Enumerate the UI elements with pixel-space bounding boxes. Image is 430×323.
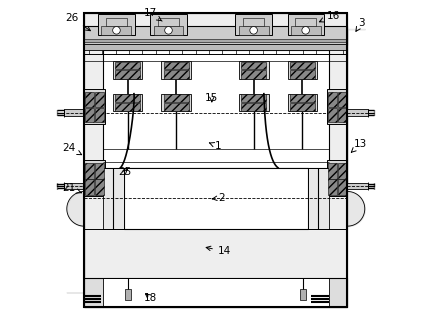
Bar	[239, 94, 269, 111]
Bar	[164, 94, 189, 102]
Bar	[154, 26, 184, 36]
Bar	[64, 183, 84, 189]
Bar	[101, 26, 132, 36]
Text: 15: 15	[205, 93, 218, 103]
Bar	[115, 70, 140, 79]
Bar	[123, 168, 308, 229]
Text: 26: 26	[65, 13, 90, 31]
Bar	[84, 160, 104, 196]
Bar	[328, 91, 337, 107]
Bar	[241, 94, 266, 102]
Bar	[103, 168, 123, 229]
Bar	[290, 62, 315, 69]
Bar	[115, 94, 140, 102]
Circle shape	[165, 26, 172, 34]
Bar	[236, 14, 272, 36]
Bar	[84, 13, 347, 307]
Text: 16: 16	[319, 11, 340, 22]
Bar	[347, 109, 368, 116]
Bar	[164, 70, 189, 79]
Bar	[98, 14, 135, 36]
Bar	[95, 91, 104, 107]
Text: 3: 3	[356, 18, 365, 31]
Bar	[95, 108, 104, 122]
Bar	[327, 160, 347, 196]
Text: 25: 25	[119, 167, 132, 177]
Bar	[125, 289, 132, 300]
Bar	[243, 18, 264, 26]
Bar	[241, 70, 266, 79]
Circle shape	[302, 26, 310, 34]
Bar	[288, 94, 317, 111]
Bar	[239, 26, 269, 36]
Bar	[85, 108, 94, 122]
Bar	[164, 103, 189, 111]
Bar	[103, 49, 329, 168]
Bar	[241, 62, 266, 69]
Circle shape	[113, 26, 120, 34]
Bar	[158, 18, 179, 26]
Bar	[327, 89, 347, 124]
Bar	[84, 26, 347, 45]
Bar	[115, 62, 140, 69]
Bar	[338, 180, 347, 194]
Bar	[288, 61, 317, 79]
Bar	[85, 91, 94, 107]
Bar	[84, 38, 347, 42]
Bar	[295, 18, 316, 26]
Bar	[338, 163, 347, 179]
Text: 2: 2	[212, 193, 224, 203]
Bar	[95, 163, 104, 179]
Bar	[161, 94, 191, 111]
Text: 18: 18	[144, 293, 157, 303]
Bar	[328, 180, 337, 194]
Text: 24: 24	[63, 143, 82, 155]
Bar	[308, 168, 329, 229]
Bar	[64, 109, 84, 116]
Bar	[290, 103, 315, 111]
Text: 1: 1	[209, 141, 221, 151]
Bar	[328, 108, 337, 122]
Bar	[300, 289, 307, 300]
Bar	[115, 103, 140, 111]
Text: 17: 17	[144, 8, 162, 21]
Bar	[84, 278, 347, 307]
Text: 13: 13	[351, 139, 367, 152]
Bar	[241, 103, 266, 111]
Bar	[113, 94, 142, 111]
Bar	[95, 180, 104, 194]
Bar	[161, 61, 191, 79]
Bar	[328, 163, 337, 179]
Text: 14: 14	[206, 246, 231, 256]
Bar	[106, 18, 127, 26]
Bar	[338, 108, 347, 122]
Bar	[338, 91, 347, 107]
Circle shape	[250, 26, 258, 34]
Bar	[291, 26, 321, 36]
Bar	[290, 70, 315, 79]
Bar	[113, 61, 142, 79]
Bar	[85, 163, 94, 179]
Bar	[84, 13, 347, 307]
Bar	[84, 44, 347, 49]
Bar	[85, 180, 94, 194]
Bar	[290, 94, 315, 102]
Bar	[103, 278, 329, 307]
Bar	[347, 183, 368, 189]
Text: 21: 21	[63, 183, 81, 193]
Bar	[288, 14, 324, 36]
Bar	[150, 14, 187, 36]
Bar	[84, 89, 104, 124]
Bar	[164, 62, 189, 69]
Bar	[239, 61, 269, 79]
